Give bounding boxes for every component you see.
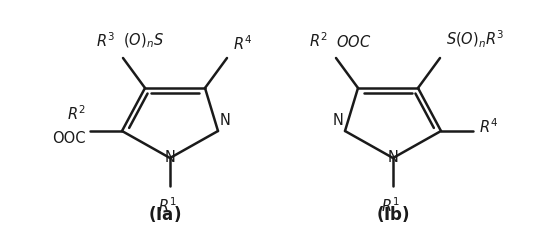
- Text: $(O)_nS$: $(O)_nS$: [123, 31, 164, 50]
- Text: $R^{3}$: $R^{3}$: [96, 31, 115, 50]
- Text: $R^{1}$: $R^{1}$: [158, 196, 177, 215]
- Text: $OOC$: $OOC$: [336, 34, 371, 50]
- Text: $R^{4}$: $R^{4}$: [479, 118, 498, 136]
- Text: $R^{1}$: $R^{1}$: [380, 196, 399, 215]
- Text: N: N: [164, 151, 175, 166]
- Text: OOC: OOC: [52, 131, 86, 146]
- Text: $\mathbf{(Ia)}$: $\mathbf{(Ia)}$: [148, 204, 182, 224]
- Text: $R^{2}$: $R^{2}$: [309, 31, 328, 50]
- Text: N: N: [332, 113, 343, 128]
- Text: N: N: [220, 113, 231, 128]
- Text: $R^{4}$: $R^{4}$: [233, 34, 252, 53]
- Text: $\mathbf{(Ib)}$: $\mathbf{(Ib)}$: [376, 204, 410, 224]
- Text: N: N: [388, 151, 398, 166]
- Text: $S(O)_nR^{3}$: $S(O)_nR^{3}$: [446, 29, 504, 50]
- Text: $R^{2}$: $R^{2}$: [67, 104, 86, 123]
